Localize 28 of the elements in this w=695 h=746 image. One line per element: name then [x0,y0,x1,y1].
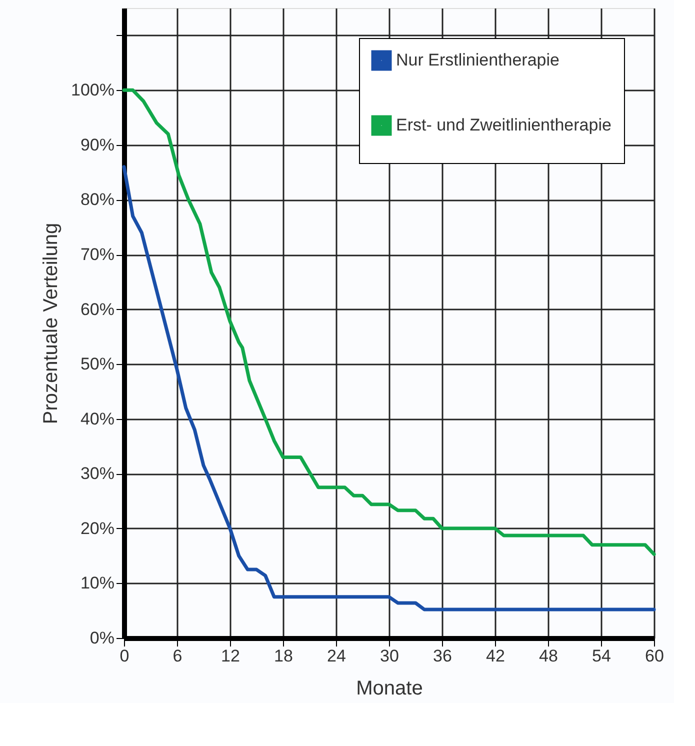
y-tick-label: 50% [80,354,114,374]
x-tick-label: 48 [539,646,558,666]
line-series [122,165,656,612]
x-axis-title: Monate [356,678,423,700]
y-tick-label: 70% [80,245,114,264]
x-tick-label: 30 [380,646,399,666]
y-tick-label: 90% [80,135,114,154]
legend-label: Erst- und Zweitlinientherapie [396,116,612,134]
y-tick-label: 30% [80,464,114,484]
line-series [122,88,656,556]
x-tick-label: 42 [486,646,505,666]
y-tick-label: 40% [80,409,114,428]
y-tick-label: 60% [80,300,114,319]
y-tick-label: 100% [71,80,114,100]
x-tick-label: 12 [221,646,240,666]
y-axis-title: Prozentuale Verteilung [40,222,62,424]
x-tick-label: 60 [645,646,664,666]
x-tick-label: 24 [327,646,346,666]
x-tick-label: 6 [172,646,182,666]
y-tick-label: 0% [90,628,114,648]
legend-label: Nur Erstlinientherapie [396,50,560,70]
y-tick-label: 20% [80,518,114,538]
x-tick-label: 36 [433,646,452,666]
y-tick-label: 80% [80,190,114,210]
y-tick-label: 10% [80,574,114,593]
x-tick-label: 0 [120,646,130,666]
x-tick-label: 54 [592,646,611,666]
x-tick-label: 18 [274,646,293,666]
